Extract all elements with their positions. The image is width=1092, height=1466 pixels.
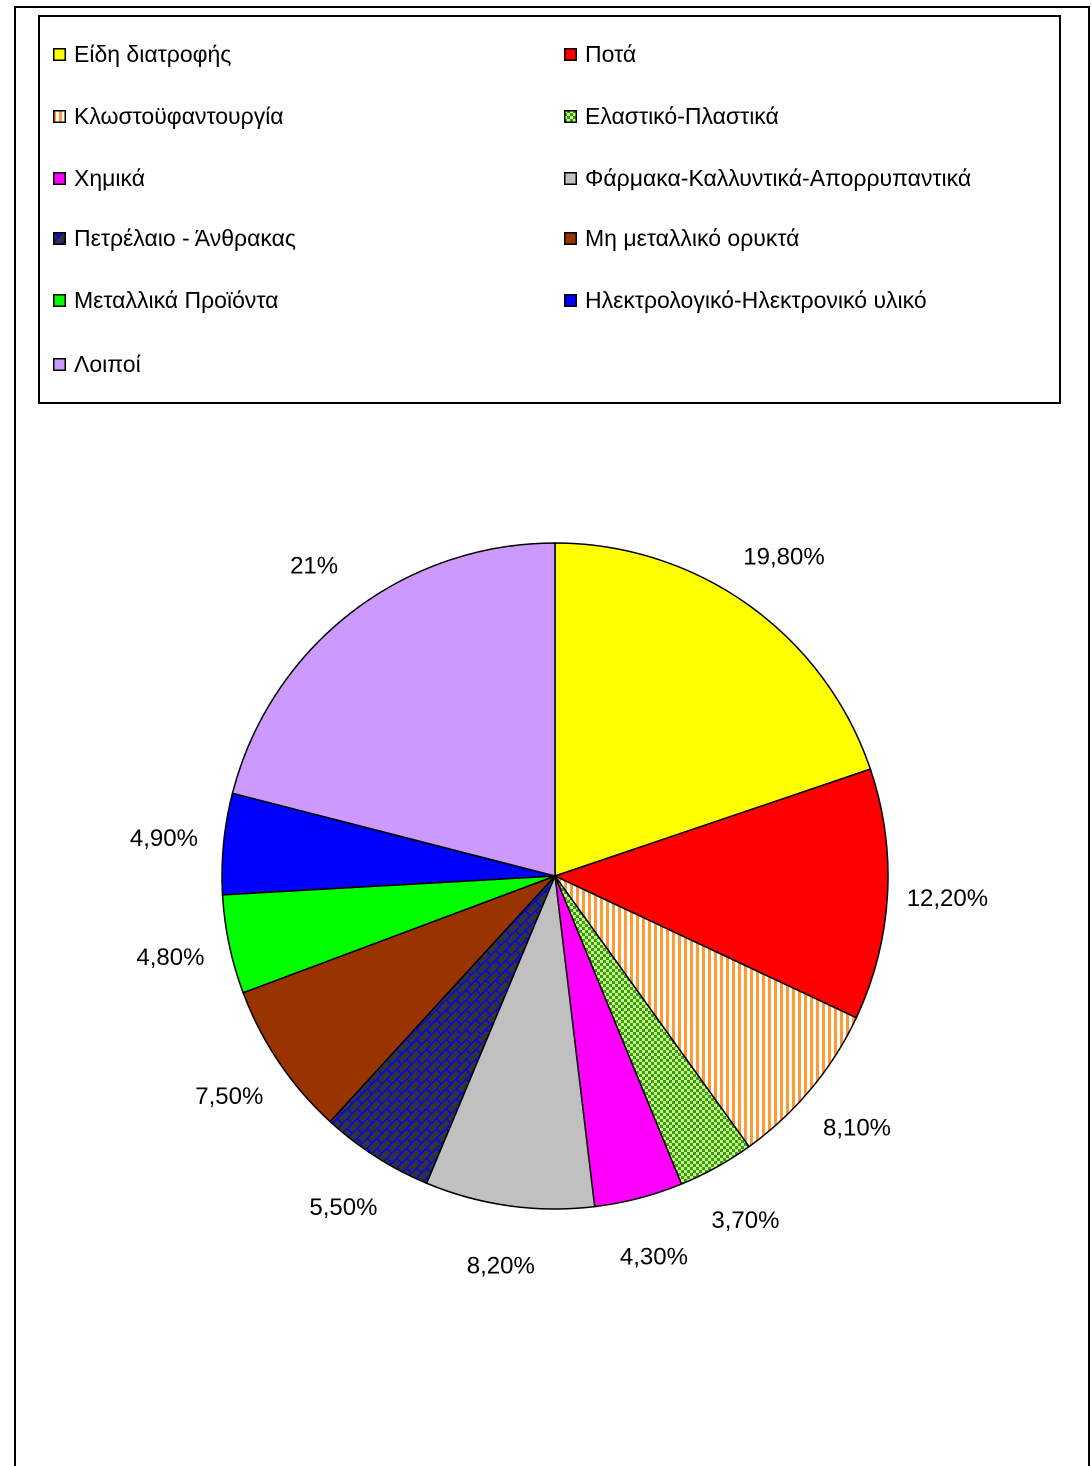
legend-swatch [564,171,577,185]
legend-item-2: Ποτά [564,37,636,71]
legend-swatch [564,109,577,123]
legend-item-8: Μη μεταλλικό ορυκτά [564,221,799,255]
data-label-11: 21% [290,553,338,580]
legend-swatch [53,109,66,123]
data-label-2: 12,20% [907,885,988,912]
legend-swatch [53,47,66,61]
legend-swatch [53,293,66,307]
legend-swatch [564,231,577,245]
legend-label: Πετρέλαιο - Άνθρακας [74,224,297,251]
legend-item-9: Μεταλλικά Προϊόντα [53,283,278,317]
data-label-7: 5,50% [309,1194,377,1221]
chart-frame [14,6,1090,1466]
slice-3 [552,874,858,1148]
legend-item-1: Είδη διατροφής [53,37,231,71]
slice-11 [231,542,556,877]
data-label-10: 4,90% [130,825,198,852]
legend-swatch [564,293,577,307]
legend-label: Είδη διατροφής [74,40,232,67]
legend-label: Λοιποί [74,350,141,377]
legend-item-3: Κλωστοϋφαντουργία [53,99,284,133]
legend-swatch [53,357,66,371]
data-label-3: 8,10% [823,1115,891,1142]
legend-item-11: Λοιποί [53,347,141,381]
legend-label: Κλωστοϋφαντουργία [74,102,284,129]
legend-item-5: Χημικά [53,161,145,195]
data-label-6: 8,20% [467,1252,535,1279]
legend-swatch [53,231,66,245]
chart-legend: Είδη διατροφής Ποτά Κλωστοϋφαντουργία Ελαστ… [38,15,1061,404]
data-label-8: 7,50% [195,1083,263,1110]
slice-2 [552,768,889,1019]
legend-swatch [53,171,66,185]
slice-1 [554,542,872,878]
data-label-9: 4,80% [136,944,204,971]
legend-label: Φάρμακα-Καλλυντικά-Απορρυπαντικά [585,164,972,191]
legend-item-7: Πετρέλαιο - Άνθρακας [53,221,296,255]
legend-label: Ηλεκτρολογικό-Ηλεκτρονικό υλικό [585,286,927,313]
legend-label: Μη μεταλλικό ορυκτά [585,224,800,251]
legend-label: Ποτά [585,40,637,67]
data-label-4: 3,70% [711,1207,779,1234]
slice-6 [425,873,596,1210]
slice-8 [242,875,556,1123]
legend-label: Χημικά [74,164,146,191]
legend-swatch [564,47,577,61]
data-label-5: 4,30% [620,1243,688,1270]
data-label-1: 19,80% [743,544,824,571]
legend-item-4: Ελαστικό-Πλαστικά [564,99,779,133]
legend-item-10: Ηλεκτρολογικό-Ηλεκτρονικό υλικό [564,283,927,317]
legend-item-6: Φάρμακα-Καλλυντικά-Απορρυπαντικά [564,161,971,195]
legend-label: Ελαστικό-Πλαστικά [585,102,779,129]
legend-label: Μεταλλικά Προϊόντα [74,286,279,313]
